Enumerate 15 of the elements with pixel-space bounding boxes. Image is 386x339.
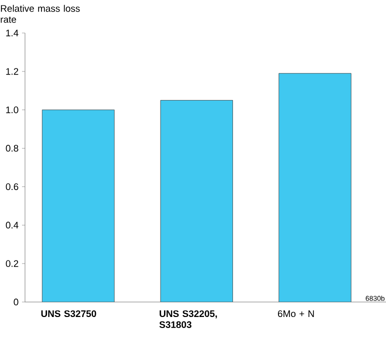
x-tick-label: UNS S32750 [41,310,96,318]
y-tick-label: 0.8 [6,144,18,152]
x-tick-label: UNS S32205, S31803 [159,310,217,328]
y-tick-label: 0 [14,298,18,306]
y-tick-label: 1.4 [6,30,18,36]
y-tick-label: 1.2 [6,68,18,75]
y-tick-label: 0.2 [6,260,18,267]
y-axis-title: Relative mass loss rate [0,4,80,23]
bar [278,73,352,302]
bar [42,110,115,302]
y-tick-label: 0.4 [6,222,18,228]
y-tick-label: 1.0 [6,106,18,114]
bar [160,100,233,302]
x-tick-label: 6Mo + N [278,310,314,318]
y-tick-label: 0.6 [6,183,18,190]
